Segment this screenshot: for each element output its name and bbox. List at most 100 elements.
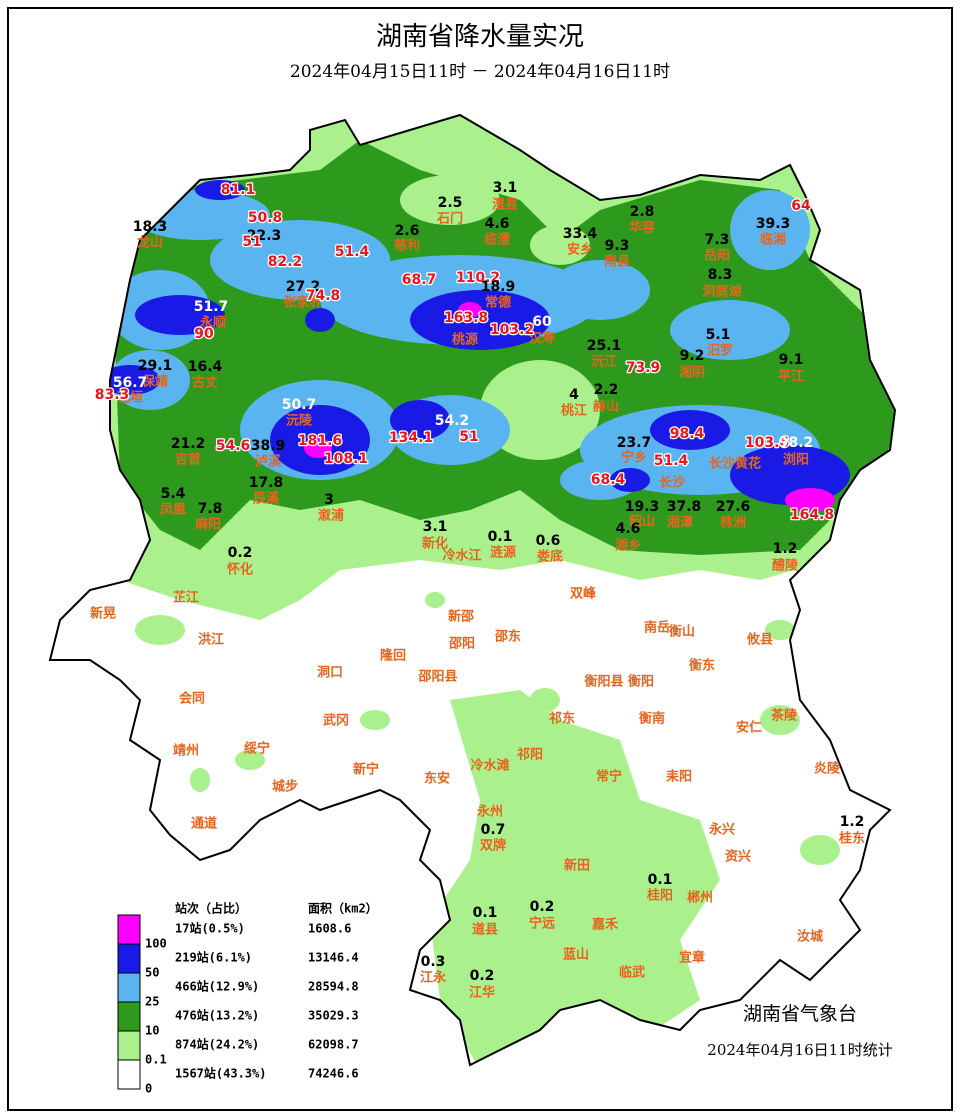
place-name: 长沙黄花 [709, 456, 761, 472]
place-name: 湘乡 [615, 538, 641, 554]
place-name: 双牌 [480, 838, 506, 854]
title: 湖南省降水量实况 [376, 22, 584, 52]
rainfall-value: 0.7 [481, 822, 506, 838]
place-name: 新宁 [353, 762, 379, 778]
rainfall-value: 1.2 [773, 541, 798, 557]
rainfall-value: 33.4 [563, 226, 598, 242]
place-name: 洞口 [317, 666, 343, 681]
place-name: 武冈 [323, 713, 349, 729]
subtitle: 2024年04月15日11时 － 2024年04月16日11时 [290, 62, 670, 82]
rainfall-value: 22.3 [247, 228, 282, 244]
rainfall-value: 4.6 [485, 216, 510, 232]
place-name: 凤凰 [160, 503, 186, 518]
legend-swatch [117, 1001, 141, 1032]
place-name: 龙山 [137, 235, 163, 251]
rainfall-value: 83.3 [95, 387, 130, 403]
place-name: 邵阳县 [417, 670, 457, 685]
place-name: 芷江 [173, 590, 199, 606]
rainfall-value: 7.8 [198, 501, 223, 517]
place-name: 常宁 [596, 769, 622, 785]
rainfall-value: 51.4 [335, 244, 370, 260]
rainfall-value: 3.1 [493, 180, 518, 196]
place-name: 邵东 [494, 629, 521, 645]
rainfall-value: 51.7 [194, 299, 229, 315]
place-name: 祁阳 [517, 747, 543, 763]
place-name: 临湘 [760, 232, 786, 248]
place-name: 永兴 [708, 822, 735, 838]
legend-stations: 466站(12.9%) [175, 979, 259, 994]
rainfall-value: 0.1 [473, 905, 498, 921]
place-name: 平江 [778, 369, 804, 385]
place-name: 桃源 [452, 332, 478, 348]
place-name: 衡阳 [628, 674, 654, 690]
legend-threshold: 0.1 [145, 1053, 167, 1067]
place-name: 炎陵 [814, 761, 841, 777]
place-name: 桂阳 [646, 888, 673, 904]
place-name: 汉寿 [529, 331, 555, 347]
place-name: 永州 [476, 804, 503, 820]
place-name: 辰溪 [253, 491, 280, 507]
place-name: 赫山 [593, 399, 619, 415]
place-name: 吉首 [175, 452, 201, 468]
rainfall-value: 54.2 [435, 413, 470, 429]
place-name: 靖州 [173, 743, 199, 759]
rainfall-value: 98.2 [779, 435, 814, 451]
rainfall-value: 23.7 [617, 435, 652, 451]
place-name: 华容 [629, 220, 655, 236]
rainfall-value: 98.4 [670, 426, 705, 442]
place-name: 双峰 [570, 586, 597, 602]
place-name: 汝城 [797, 929, 823, 945]
place-name: 江永 [420, 970, 447, 986]
rainfall-value: 2.2 [594, 382, 619, 398]
legend-threshold: 10 [145, 1024, 159, 1038]
legend-swatch [117, 972, 141, 1003]
place-name: 茶陵 [771, 708, 798, 724]
place-name: 湘阴 [679, 365, 705, 381]
place-name: 张家界 [283, 295, 322, 311]
rainfall-value: 19.3 [625, 499, 660, 515]
place-name: 娄底 [537, 549, 563, 565]
rainfall-value: 2.6 [395, 223, 420, 239]
place-name: 永顺 [199, 315, 226, 331]
place-name: 资兴 [725, 849, 751, 865]
rainfall-value: 9.3 [605, 238, 630, 254]
place-name: 长沙 [659, 475, 685, 491]
place-name: 东安 [424, 771, 450, 787]
rainfall-value: 103.6 [745, 435, 789, 451]
place-name: 冷水江 [442, 548, 481, 564]
place-name: 安仁 [736, 720, 762, 736]
rainfall-value: 8.3 [708, 267, 733, 283]
legend-area: 62098.7 [308, 1038, 359, 1052]
rainfall-value: 18.3 [133, 219, 168, 235]
place-name: 南岳 [644, 620, 670, 636]
rainfall-value: 163.8 [444, 310, 488, 326]
rainfall-value: 9.1 [779, 352, 804, 368]
place-name: 株洲 [720, 515, 746, 531]
legend-swatch [117, 914, 141, 945]
place-name: 道县 [472, 922, 498, 938]
rainfall-value: 0.3 [421, 954, 446, 970]
place-name: 江华 [469, 985, 495, 1001]
place-name: 宁远 [529, 916, 555, 932]
place-name: 浏阳 [783, 452, 809, 468]
rainfall-value: 51 [242, 234, 261, 250]
rainfall-value: 38.9 [251, 438, 286, 454]
agency: 湖南省气象台 [743, 1003, 857, 1025]
rainfall-value: 64 [791, 198, 811, 214]
place-name: 邵阳 [448, 637, 475, 652]
place-name: 石门 [436, 211, 463, 227]
place-name: 祁东 [549, 711, 575, 727]
rainfall-value: 5.4 [161, 486, 186, 502]
rainfall-value: 0.1 [648, 872, 673, 888]
rainfall-value: 73.9 [626, 360, 661, 376]
rainfall-value: 4.6 [616, 521, 641, 537]
legend-area: 35029.3 [308, 1009, 359, 1023]
rainfall-value: 2.8 [630, 204, 655, 220]
legend-area: 74246.6 [308, 1067, 359, 1081]
rainfall-value: 29.1 [138, 358, 173, 374]
rainfall-value: 108.1 [324, 451, 368, 467]
rainfall-value: 68.7 [402, 272, 437, 288]
place-name: 新晃 [90, 606, 116, 622]
place-name: 古丈 [192, 375, 218, 391]
legend-threshold: 100 [145, 937, 167, 951]
